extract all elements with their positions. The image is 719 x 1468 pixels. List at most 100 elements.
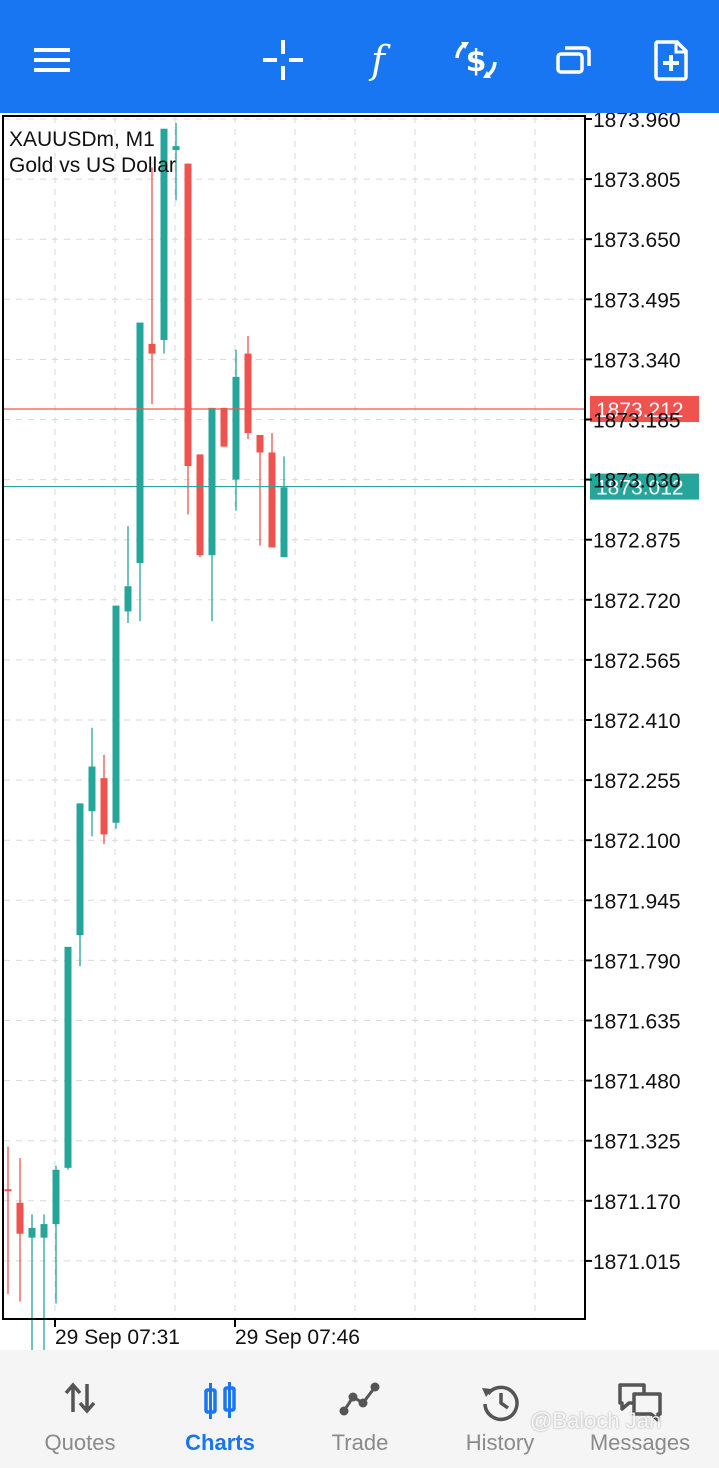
watermark: @Baloch Jan — [530, 1408, 662, 1433]
x-axis-label: 29 Sep 07:31 — [55, 1326, 180, 1349]
candle-body — [196, 454, 204, 556]
candle — [4, 1146, 12, 1294]
candle — [76, 803, 84, 967]
candle-body — [136, 322, 144, 563]
y-axis-label: 1872.410 — [593, 710, 681, 733]
candle-body — [64, 946, 72, 1168]
nav-messages-label: Messages — [589, 1430, 691, 1455]
menu-button[interactable] — [22, 28, 82, 92]
candle — [280, 456, 288, 558]
candle — [268, 433, 276, 548]
candle — [112, 605, 120, 829]
crosshair-button[interactable] — [253, 28, 313, 92]
candle-body — [76, 803, 84, 936]
candle-body — [232, 376, 240, 480]
add-chart-button[interactable] — [641, 28, 701, 92]
candle-body — [124, 586, 132, 612]
nav-history[interactable]: History — [440, 1350, 560, 1468]
candle — [172, 122, 180, 201]
candle-body — [88, 766, 96, 812]
candle-body — [112, 605, 120, 823]
candle — [64, 946, 72, 1170]
trade-icon — [339, 1382, 380, 1416]
nav-quotes[interactable]: Quotes — [20, 1350, 140, 1468]
indicators-button[interactable]: f — [348, 28, 408, 92]
candle-body — [52, 1169, 60, 1225]
candle-body — [244, 353, 252, 434]
candle — [52, 1165, 60, 1304]
candle — [220, 407, 228, 447]
y-axis-label: 1871.170 — [593, 1191, 681, 1214]
candle-body — [184, 163, 192, 467]
ask-price-label: 1873.212 — [596, 399, 684, 422]
indicators-icon: f — [368, 39, 391, 81]
y-axis-label: 1871.635 — [593, 1011, 681, 1034]
candle — [40, 1214, 48, 1350]
candle — [136, 322, 144, 622]
add-chart-icon — [654, 40, 688, 81]
nav-messages[interactable]: Messages — [580, 1350, 700, 1468]
candle — [232, 349, 240, 511]
candle — [148, 167, 156, 404]
y-axis-label: 1871.945 — [593, 890, 681, 913]
y-axis-label: 1873.960 — [593, 113, 681, 132]
candle-body — [16, 1202, 24, 1234]
candle — [100, 754, 108, 845]
candle-body — [28, 1227, 36, 1238]
y-axis-label: 1871.015 — [593, 1251, 681, 1274]
candle-body — [268, 452, 276, 548]
candlestick-chart[interactable]: 1873.212 1873.012 1873.960 1873.805 1873.65… — [0, 113, 719, 1350]
y-axis-label: 1872.875 — [593, 530, 681, 553]
svg-text:f: f — [368, 39, 391, 81]
y-axis-label: 1873.340 — [593, 349, 681, 372]
history-icon — [482, 1385, 519, 1422]
nav-charts[interactable]: Charts — [160, 1350, 280, 1468]
candle-body — [40, 1224, 48, 1238]
candle-body — [4, 1189, 12, 1192]
nav-quotes-label: Quotes — [44, 1430, 116, 1455]
messages-icon — [618, 1383, 662, 1422]
svg-text:$: $ — [466, 44, 487, 79]
candle — [184, 163, 192, 515]
nav-charts-label: Charts — [185, 1430, 255, 1455]
crosshair-icon — [263, 40, 303, 80]
windows-icon — [556, 46, 591, 74]
candle — [88, 727, 96, 837]
top-toolbar: f $ — [0, 0, 719, 113]
nav-trade[interactable]: Trade — [300, 1350, 420, 1468]
candle — [28, 1214, 36, 1350]
candle-body — [100, 778, 108, 835]
charts-icon — [204, 1382, 236, 1419]
windows-button[interactable] — [544, 28, 604, 92]
new-order-icon: $ — [455, 42, 497, 79]
candle-body — [172, 146, 180, 151]
candle-body — [160, 128, 168, 341]
y-axis-label: 1873.185 — [593, 410, 681, 433]
bid-price-label: 1873.012 — [596, 477, 684, 500]
candle — [16, 1158, 24, 1302]
x-axis-label: 29 Sep 07:46 — [235, 1326, 360, 1349]
y-axis-label: 1872.720 — [593, 590, 681, 613]
y-axis-label: 1873.805 — [593, 169, 681, 192]
y-axis-label: 1873.030 — [593, 470, 681, 493]
y-axis-label: 1871.480 — [593, 1071, 681, 1094]
y-axis-label: 1871.790 — [593, 950, 681, 973]
candle-body — [208, 407, 216, 556]
candle — [208, 407, 216, 622]
chart-frame — [2, 115, 586, 1320]
candle-body — [220, 407, 228, 447]
bid-price-label-bg — [590, 473, 699, 500]
y-axis-label: 1872.100 — [593, 830, 681, 853]
y-axis-label: 1872.565 — [593, 650, 681, 673]
new-order-button[interactable]: $ — [446, 28, 506, 92]
candle — [244, 336, 252, 439]
y-axis-label: 1871.325 — [593, 1131, 681, 1154]
ask-price-label-bg — [590, 396, 699, 423]
candle — [256, 435, 264, 546]
candle-body — [148, 343, 156, 354]
candle — [160, 128, 168, 354]
candle-body — [280, 487, 288, 558]
chart-area[interactable]: 1873.212 1873.012 1873.960 1873.805 1873.65… — [0, 113, 719, 1350]
candle — [124, 526, 132, 624]
chart-symbol-description: Gold vs US Dollar — [9, 154, 176, 177]
